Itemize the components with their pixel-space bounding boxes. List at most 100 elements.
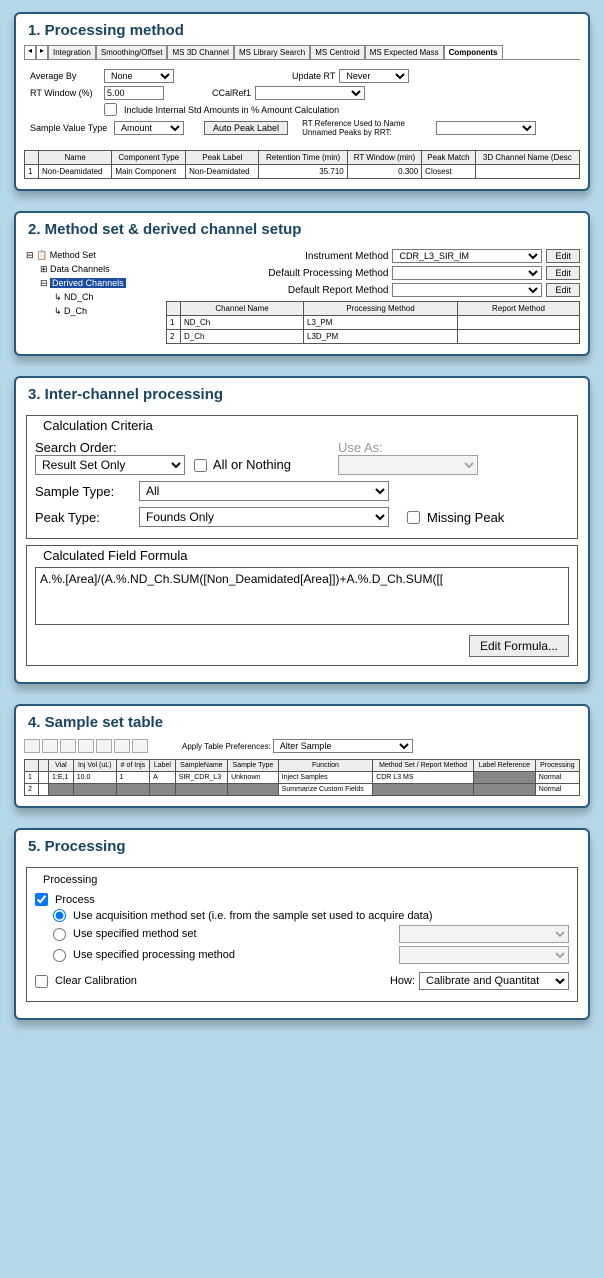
sample-type-label: Sample Type: [35,484,135,499]
opt-ms-label: Use specified method set [73,928,197,940]
tree-derived-channels[interactable]: ⊟ Derived Channels [26,276,166,290]
clear-cal-checkbox[interactable] [35,975,48,988]
ch-table-corner[interactable] [167,302,181,316]
tab-library[interactable]: MS Library Search [234,45,310,59]
missing-peak-checkbox[interactable] [407,511,420,524]
formula-text[interactable]: A.%.[Area]/(A.%.ND_Ch.SUM([Non_Deamidate… [35,567,569,625]
col-rm: Report Method [457,302,579,316]
inst-method-select[interactable]: CDR_L3_SIR_IM [392,249,542,263]
how-select[interactable]: Calibrate and Quantitat [419,972,569,990]
rt-window-label: RT Window (%) [30,88,100,98]
panel1-title: 1. Processing method [16,14,588,45]
sample-corner[interactable] [25,760,39,772]
tab-expected[interactable]: MS Expected Mass [365,45,444,59]
col-name: Name [39,151,112,165]
def-proc-edit[interactable]: Edit [546,266,580,280]
table-row[interactable]: 2 D_Ch L3D_PM [167,330,580,344]
tab-integration[interactable]: Integration [48,45,96,59]
process-label: Process [55,894,95,906]
rt-window-input[interactable] [104,86,164,100]
table-row[interactable]: 1 1:E,1 10.0 1 A SIR_CDR_L3 Unknown Inje… [25,772,580,784]
search-order-label: Search Order: [35,440,190,455]
panel4-title: 4. Sample set table [16,706,588,737]
def-proc-label: Default Processing Method [268,268,388,279]
tab-scroll-left[interactable]: ◂ [24,45,36,59]
tool-icon[interactable] [42,739,58,753]
processing-group-title: Processing [39,874,101,886]
tool-icon[interactable] [24,739,40,753]
average-by-select[interactable]: None [104,69,174,83]
opt-ms-radio[interactable] [53,928,66,941]
update-rt-label: Update RT [292,71,335,81]
inst-method-edit[interactable]: Edit [546,249,580,263]
table-corner[interactable] [25,151,39,165]
tool-icon[interactable] [132,739,148,753]
col-3dch: 3D Channel Name (Desc [475,151,579,165]
tab-ms3d[interactable]: MS 3D Channel [167,45,233,59]
process-checkbox[interactable] [35,893,48,906]
rt-ref-select[interactable] [436,121,536,135]
col-stype: Sample Type [228,760,279,772]
col-vial: Vial [49,760,74,772]
edit-formula-button[interactable]: Edit Formula... [469,635,569,657]
def-report-edit[interactable]: Edit [546,283,580,297]
clear-cal-label: Clear Calibration [55,975,137,987]
components-table: Name Component Type Peak Label Retention… [24,150,580,179]
table-row[interactable]: 1 ND_Ch L3_PM [167,316,580,330]
sample-type-select[interactable]: All [139,481,389,501]
tool-icon[interactable] [78,739,94,753]
def-proc-select[interactable] [392,266,542,280]
panel3-title: 3. Inter-channel processing [16,378,588,409]
col-injvol: Inj Vol (uL) [73,760,116,772]
def-report-select[interactable] [392,283,542,297]
ccalref-label: CCalRef1 [212,88,251,98]
tab-scroll-right[interactable]: ▸ [36,45,48,59]
opt-pm-label: Use specified processing method [73,949,235,961]
sample-table: Vial Inj Vol (uL) # of Injs Label Sample… [24,759,580,796]
apply-pref-label: Apply Table Preferences: [182,742,271,751]
opt-acq-label: Use acquisition method set (i.e. from th… [73,910,433,922]
processing-group: Processing Process Use acquisition metho… [26,867,578,1002]
tool-icon[interactable] [96,739,112,753]
peak-type-select[interactable]: Founds Only [139,507,389,527]
tool-icon[interactable] [114,739,130,753]
ccalref-select[interactable] [255,86,365,100]
panel2-title: 2. Method set & derived channel setup [16,213,588,244]
tree-nd-ch[interactable]: ↳ ND_Ch [26,290,166,304]
table-row[interactable]: 2 Summarize Custom Fields Normal [25,784,580,796]
sample-value-type-label: Sample Value Type [30,123,110,133]
sample-value-type-select[interactable]: Amount [114,121,184,135]
tree-root[interactable]: ⊟ 📋 Method Set [26,248,166,262]
col-rt: Retention Time (min) [259,151,347,165]
opt-acq-radio[interactable] [53,909,66,922]
auto-peak-label-button[interactable]: Auto Peak Label [204,121,288,135]
panel-interchannel: 3. Inter-channel processing Calculation … [14,376,590,684]
inst-method-label: Instrument Method [305,251,388,262]
col-sname: SampleName [175,760,227,772]
tree-data-channels[interactable]: ⊞ Data Channels [26,262,166,276]
col-rtw: RT Window (min) [347,151,421,165]
calc-criteria-group: Calculation Criteria Search Order: Resul… [26,415,578,539]
col-lref: Label Reference [473,760,535,772]
update-rt-select[interactable]: Never [339,69,409,83]
include-internal-checkbox[interactable] [104,103,117,116]
col-match: Peak Match [422,151,476,165]
tree-d-ch[interactable]: ↳ D_Ch [26,304,166,318]
peak-type-label: Peak Type: [35,510,135,525]
use-as-label: Use As: [338,440,488,455]
tab-components[interactable]: Components [444,45,503,59]
apply-pref-select[interactable]: Alter Sample [273,739,413,753]
col-ms: Method Set / Report Method [373,760,474,772]
method-tree[interactable]: ⊟ 📋 Method Set ⊞ Data Channels ⊟ Derived… [16,244,166,318]
table-row[interactable]: 1 Non-Deamidated Main Component Non-Deam… [25,165,580,179]
opt-pm-radio[interactable] [53,949,66,962]
opt-ms-select [399,925,569,943]
panel-sample-set: 4. Sample set table Apply Table Preferen… [14,704,590,808]
col-ninj: # of Injs [116,760,149,772]
tool-icon[interactable] [60,739,76,753]
search-order-select[interactable]: Result Set Only [35,455,185,475]
all-or-nothing-checkbox[interactable] [194,459,207,472]
tab-smoothing[interactable]: Smoothing/Offset [96,45,168,59]
tab-centroid[interactable]: MS Centroid [310,45,364,59]
col-label: Label [150,760,176,772]
